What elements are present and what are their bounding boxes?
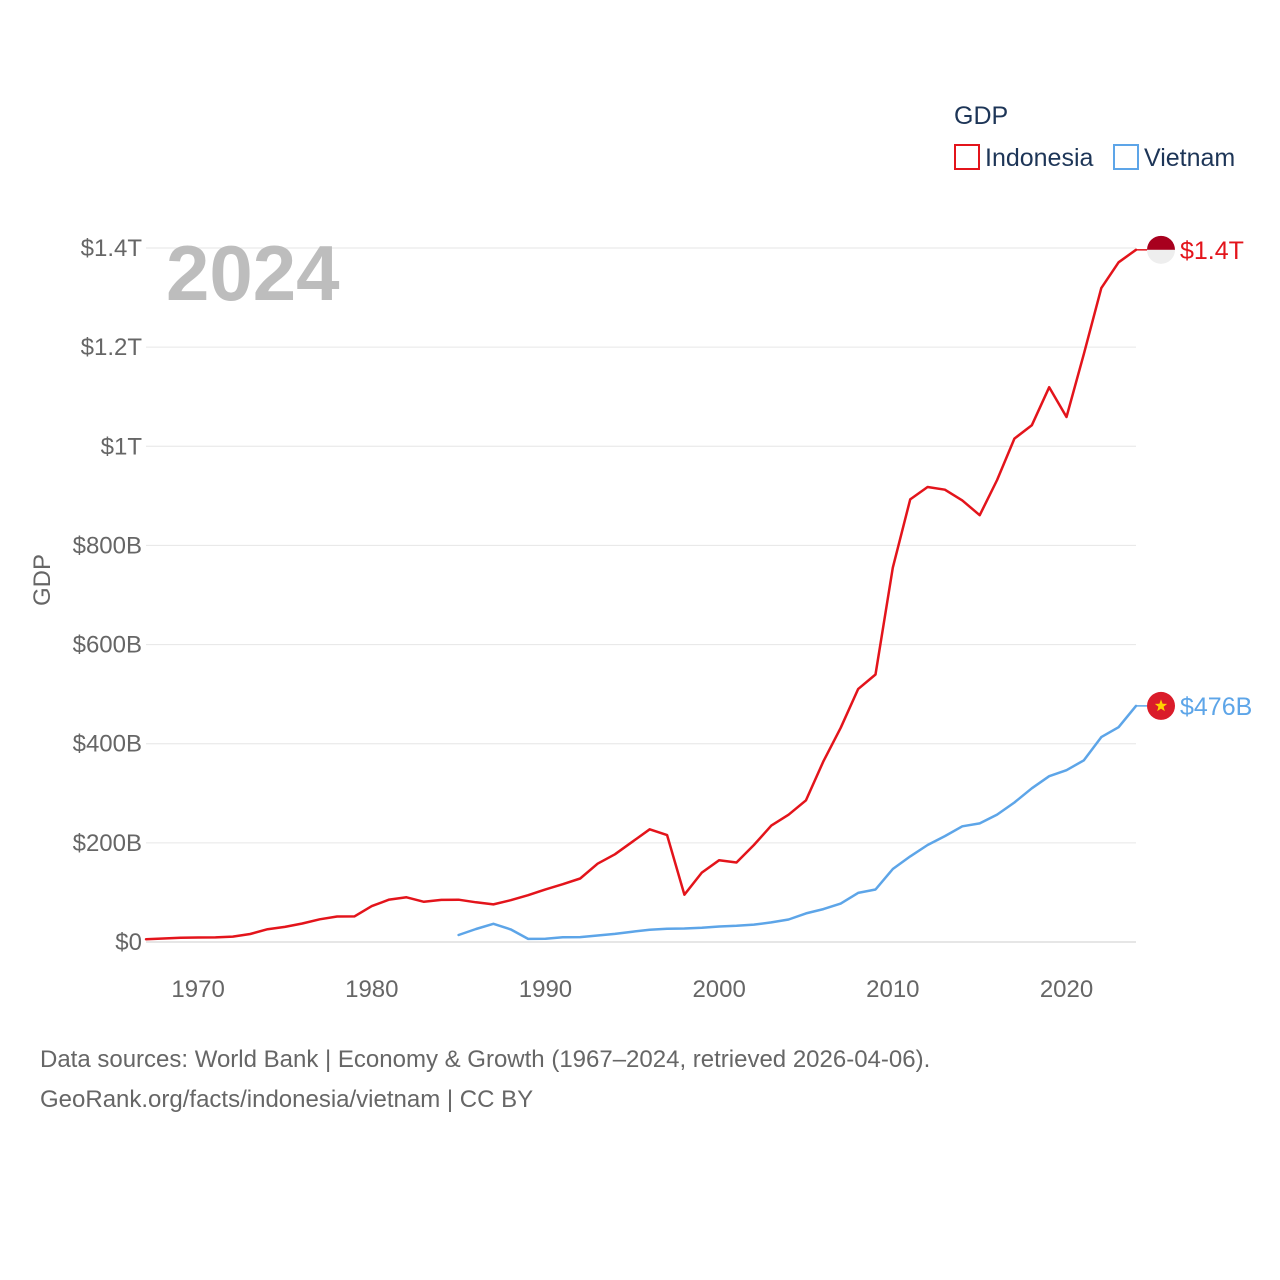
y-axis-title: GDP xyxy=(29,554,56,606)
y-tick-label: $1.4T xyxy=(81,235,143,262)
x-tick-label: 1990 xyxy=(519,976,572,1003)
legend: GDP Indonesia Vietnam xyxy=(954,102,1235,172)
series-lines xyxy=(144,248,1138,941)
legend-item-vietnam[interactable]: Vietnam xyxy=(1113,144,1235,172)
x-tick-label: 1980 xyxy=(345,976,398,1003)
x-tick-label: 2000 xyxy=(692,976,745,1003)
source-line-2[interactable]: GeoRank.org/facts/indonesia/vietnam | CC… xyxy=(40,1086,534,1113)
x-tick-label: 2010 xyxy=(866,976,919,1003)
y-tick-label: $200B xyxy=(73,830,142,857)
end-label-indonesia: $1.4T xyxy=(1180,237,1244,265)
x-tick-label: 2020 xyxy=(1040,976,1093,1003)
legend-swatch-vietnam xyxy=(1113,144,1139,170)
series-line-vietnam[interactable] xyxy=(457,704,1138,941)
year-watermark: 2024 xyxy=(166,229,340,317)
series-line-indonesia[interactable] xyxy=(144,248,1138,941)
vietnam-flag-icon xyxy=(1147,691,1175,720)
legend-swatch-indonesia xyxy=(954,144,980,170)
x-axis-ticks: 1970 1980 1990 2000 2010 2020 xyxy=(171,976,1093,1003)
gridlines xyxy=(146,247,1136,943)
y-tick-label: $400B xyxy=(73,731,142,758)
legend-label-indonesia: Indonesia xyxy=(985,144,1094,172)
x-tick-label: 1970 xyxy=(171,976,224,1003)
source-note: Data sources: World Bank | Economy & Gro… xyxy=(40,1040,1240,1120)
y-tick-label: $0 xyxy=(115,929,142,956)
source-line-1: Data sources: World Bank | Economy & Gro… xyxy=(40,1046,931,1073)
y-tick-label: $600B xyxy=(73,632,142,659)
legend-label-vietnam: Vietnam xyxy=(1144,144,1235,172)
end-label-vietnam: $476B xyxy=(1180,693,1252,721)
legend-item-indonesia[interactable]: Indonesia xyxy=(954,144,1094,172)
end-labels: $1.4T $476B xyxy=(1136,235,1252,721)
y-tick-label: $1.2T xyxy=(81,334,143,361)
y-tick-label: $800B xyxy=(73,532,142,559)
legend-title: GDP xyxy=(954,102,1008,130)
indonesia-flag-icon xyxy=(1147,235,1175,264)
y-tick-label: $1T xyxy=(101,433,143,460)
y-axis-ticks: $0 $200B $400B $600B $800B $1T $1.2T $1.4T xyxy=(73,235,143,956)
